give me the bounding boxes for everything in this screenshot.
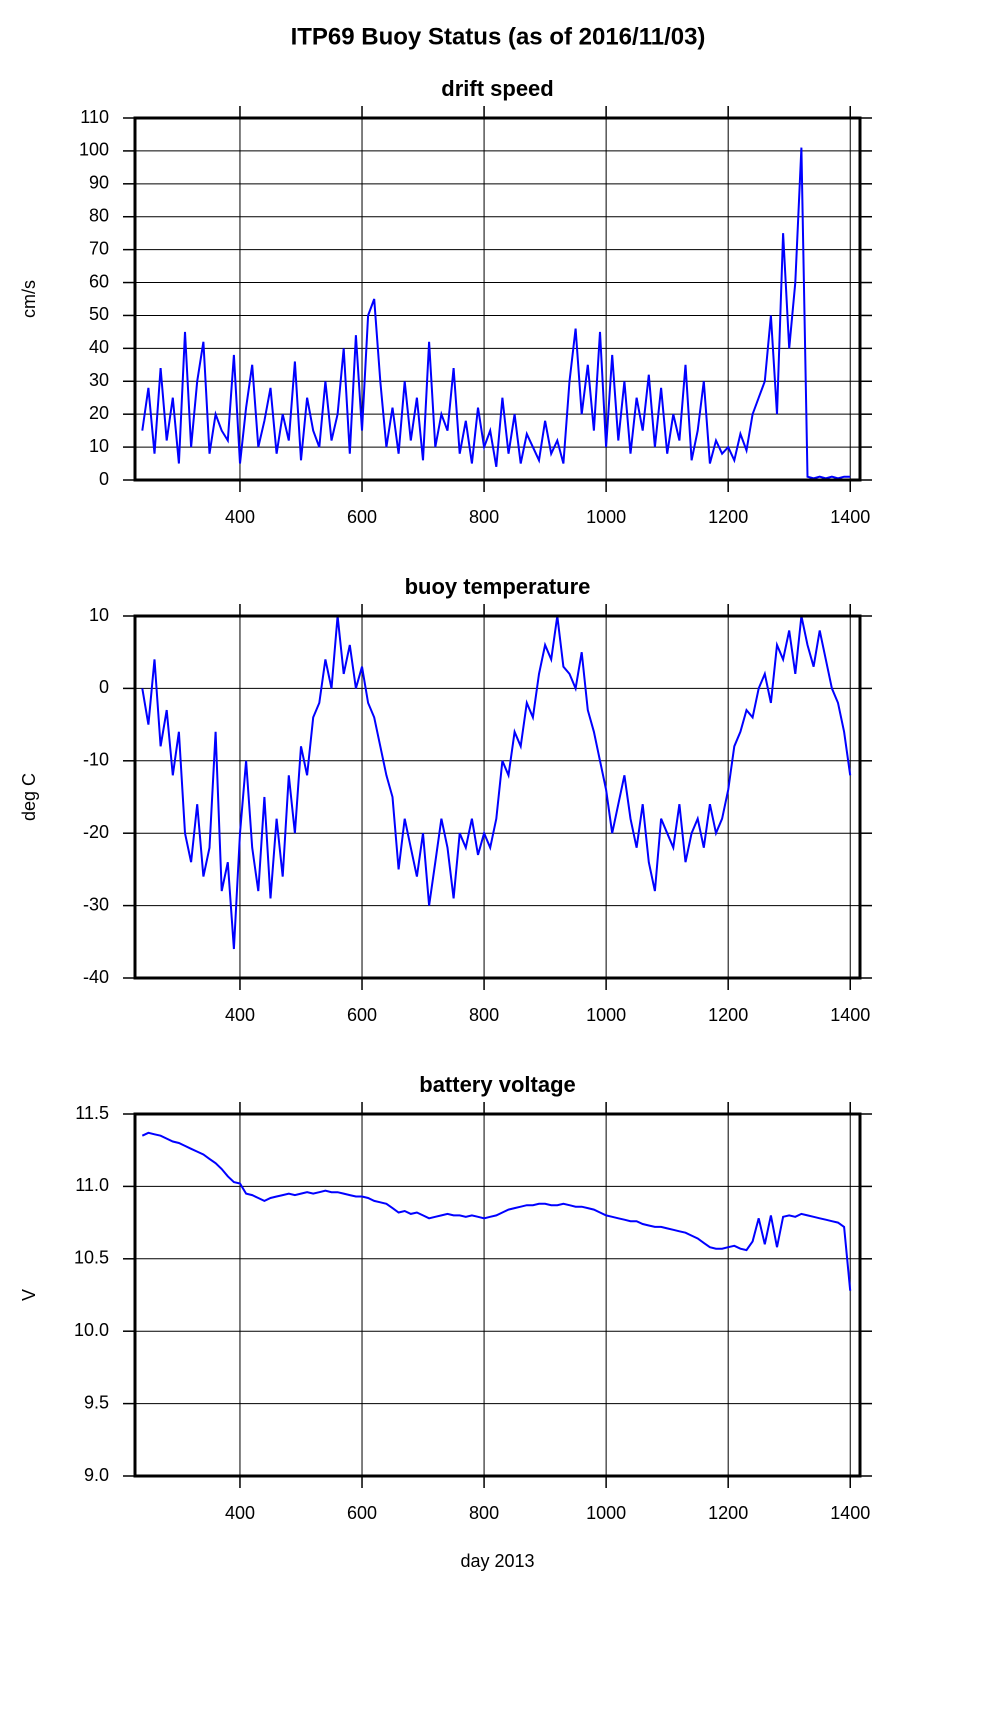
y-tick-label: 100 <box>79 140 109 160</box>
y-tick-label: 20 <box>89 403 109 423</box>
y-tick-label: 40 <box>89 337 109 357</box>
data-line <box>141 1131 852 1291</box>
y-axis-label: cm/s <box>19 280 39 318</box>
x-tick-label: 1200 <box>708 1005 748 1025</box>
y-tick-label: 11.5 <box>75 1103 109 1123</box>
y-tick-label: -20 <box>83 822 109 842</box>
y-tick-label: 11.0 <box>75 1175 109 1195</box>
plot-frame <box>133 1112 862 1478</box>
x-tick-label: 400 <box>225 1503 255 1523</box>
y-tick-label: 110 <box>80 107 109 127</box>
x-tick-label: 400 <box>225 1005 255 1025</box>
y-tick-label: -40 <box>83 967 109 987</box>
y-tick-label: 10.5 <box>74 1248 109 1268</box>
y-tick-label: 0 <box>99 469 109 489</box>
x-tick-label: 600 <box>347 1005 377 1025</box>
x-tick-label: 1000 <box>586 1503 626 1523</box>
x-tick-label: 1400 <box>830 1503 870 1523</box>
figure-title: ITP69 Buoy Status (as of 2016/11/03) <box>291 23 706 50</box>
x-tick-label: 800 <box>469 507 499 527</box>
x-tick-label: 600 <box>347 507 377 527</box>
y-tick-label: -30 <box>83 894 109 914</box>
x-tick-label: 400 <box>225 507 255 527</box>
y-tick-label: 0 <box>99 677 109 697</box>
y-axis-label: deg C <box>19 773 39 821</box>
y-tick-label: 9.0 <box>84 1465 109 1485</box>
y-tick-label: 80 <box>89 205 109 225</box>
data-line <box>141 147 851 480</box>
x-tick-label: 1400 <box>830 507 870 527</box>
x-tick-label: 1200 <box>708 1503 748 1523</box>
y-tick-label: 9.5 <box>84 1392 109 1412</box>
data-line <box>141 615 852 950</box>
x-tick-label: 800 <box>469 1005 499 1025</box>
x-tick-label: 800 <box>469 1503 499 1523</box>
y-tick-label: 90 <box>89 173 109 193</box>
x-axis-label: day 2013 <box>460 1551 534 1571</box>
x-tick-label: 1000 <box>586 507 626 527</box>
x-tick-label: 1200 <box>708 507 748 527</box>
plot-frame <box>133 116 862 482</box>
y-tick-label: 50 <box>89 304 109 324</box>
x-tick-label: 600 <box>347 1503 377 1523</box>
panel-title: drift speed <box>441 76 553 101</box>
y-tick-label: 10 <box>89 605 109 625</box>
x-tick-label: 1400 <box>830 1005 870 1025</box>
y-axis-label: V <box>19 1289 39 1301</box>
panel-title: battery voltage <box>419 1072 576 1097</box>
plot-frame <box>133 614 862 980</box>
x-tick-label: 1000 <box>586 1005 626 1025</box>
y-tick-label: -10 <box>83 750 109 770</box>
panel-title: buoy temperature <box>405 574 591 599</box>
y-tick-label: 70 <box>89 238 109 258</box>
y-tick-label: 10.0 <box>74 1320 109 1340</box>
y-tick-label: 10 <box>89 436 109 456</box>
y-tick-label: 30 <box>89 370 109 390</box>
y-tick-label: 60 <box>89 271 109 291</box>
